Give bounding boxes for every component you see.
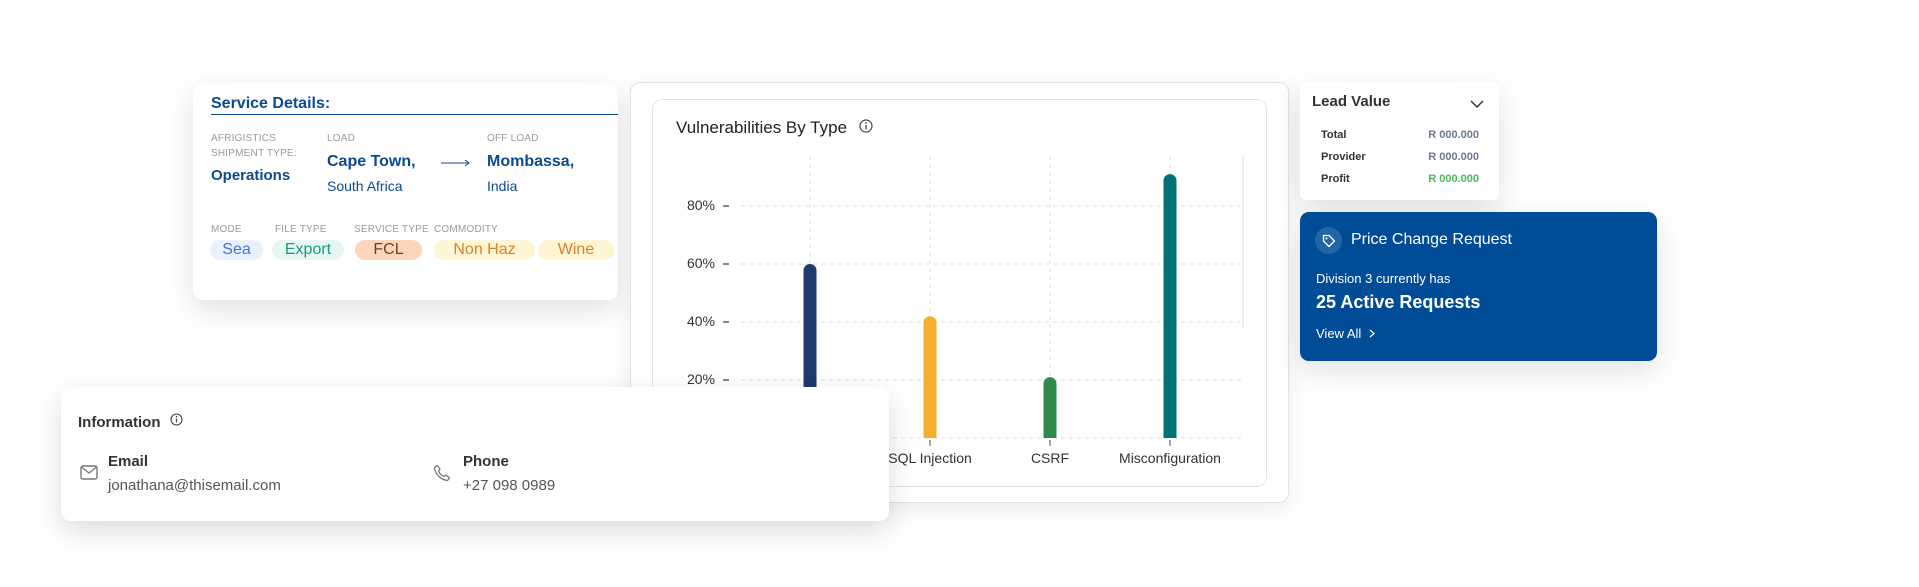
tag-icon bbox=[1315, 227, 1342, 254]
view-all-label: View All bbox=[1316, 326, 1362, 341]
chevron-right-icon bbox=[1369, 326, 1376, 341]
price-change-subtitle: Division 3 currently has bbox=[1316, 271, 1451, 286]
row-label: Profit bbox=[1321, 173, 1350, 185]
email-value[interactable]: jonathana@thisemail.com bbox=[108, 477, 281, 494]
commodity-label: COMMODITY bbox=[434, 224, 499, 235]
information-card: Information Email jonathana@thisemail.co… bbox=[61, 387, 889, 521]
service-details-title: Service Details: bbox=[211, 95, 331, 112]
phone-value[interactable]: +27 098 0989 bbox=[463, 477, 556, 494]
row-label: Total bbox=[1321, 129, 1347, 141]
shipment-label-line1: AFRIGISTICS bbox=[211, 133, 276, 144]
info-icon[interactable] bbox=[859, 118, 873, 138]
offload-country: India bbox=[487, 178, 518, 194]
bar bbox=[1163, 174, 1177, 438]
service-details-card: Service Details: AFRIGISTICS SHIPMENT TYP… bbox=[193, 83, 618, 300]
bar bbox=[923, 316, 937, 438]
bar-chart bbox=[723, 156, 1244, 446]
information-title-text: Information bbox=[78, 413, 161, 431]
lead-value-card: Lead Value Total R 000.000 Provider R 000.… bbox=[1300, 82, 1499, 200]
shipment-type-value: Operations bbox=[211, 167, 291, 184]
x-tick-label: SQL Injection bbox=[888, 450, 972, 466]
view-all-link[interactable]: View All bbox=[1316, 326, 1376, 341]
shipment-label-line2: SHIPMENT TYPE: bbox=[211, 148, 297, 159]
information-title: Information bbox=[78, 413, 183, 431]
arrow-right-icon bbox=[441, 155, 471, 167]
offload-label: OFF LOAD bbox=[487, 133, 539, 144]
tag-file-type: Export bbox=[272, 240, 344, 260]
y-tick-label: 40% bbox=[686, 313, 715, 329]
file-type-label: FILE TYPE bbox=[275, 224, 327, 235]
chart-title-text: Vulnerabilities By Type bbox=[676, 118, 848, 137]
chart-title: Vulnerabilities By Type bbox=[676, 118, 873, 138]
title-underline bbox=[211, 114, 618, 115]
row-label: Provider bbox=[1321, 151, 1366, 163]
y-tick-label: 80% bbox=[686, 197, 715, 213]
tag-commodity: Wine bbox=[538, 240, 614, 260]
tag-mode: Sea bbox=[210, 240, 263, 260]
x-tick-label: Misconfiguration bbox=[1119, 450, 1221, 466]
mail-icon bbox=[80, 465, 98, 485]
phone-label: Phone bbox=[463, 453, 509, 470]
x-tick-label: CSRF bbox=[1030, 450, 1070, 466]
row-value: R 000.000 bbox=[1428, 151, 1479, 163]
chevron-down-icon[interactable] bbox=[1470, 96, 1484, 114]
service-type-label: SERVICE TYPE bbox=[354, 224, 429, 235]
tag-service-type: FCL bbox=[355, 240, 422, 260]
bar-base bbox=[1163, 430, 1177, 438]
shipment-label: AFRIGISTICS SHIPMENT TYPE: bbox=[211, 131, 297, 161]
bar bbox=[1043, 377, 1057, 438]
load-city: Cape Town, bbox=[327, 153, 416, 170]
price-change-title: Price Change Request bbox=[1351, 231, 1512, 248]
price-change-card: Price Change Request Division 3 currentl… bbox=[1300, 212, 1657, 361]
lead-row-provider: Provider R 000.000 bbox=[1321, 151, 1479, 163]
load-label: LOAD bbox=[327, 133, 356, 144]
offload-city: Mombassa, bbox=[487, 153, 575, 170]
bar-base bbox=[923, 430, 937, 438]
info-icon[interactable] bbox=[169, 413, 183, 431]
lead-value-title: Lead Value bbox=[1312, 93, 1391, 110]
active-requests-count: 25 Active Requests bbox=[1316, 292, 1481, 312]
row-value: R 000.000 bbox=[1428, 173, 1479, 185]
mode-label: MODE bbox=[211, 224, 242, 235]
lead-row-total: Total R 000.000 bbox=[1321, 129, 1479, 141]
row-value: R 000.000 bbox=[1428, 129, 1479, 141]
y-tick-label: 60% bbox=[686, 255, 715, 271]
y-tick-label: 20% bbox=[686, 371, 715, 387]
load-country: South Africa bbox=[327, 178, 403, 194]
tag-commodity: Non Haz bbox=[434, 240, 535, 260]
lead-row-profit: Profit R 000.000 bbox=[1321, 173, 1479, 185]
bar-base bbox=[1043, 430, 1057, 438]
phone-icon bbox=[433, 464, 451, 487]
email-label: Email bbox=[108, 453, 149, 470]
